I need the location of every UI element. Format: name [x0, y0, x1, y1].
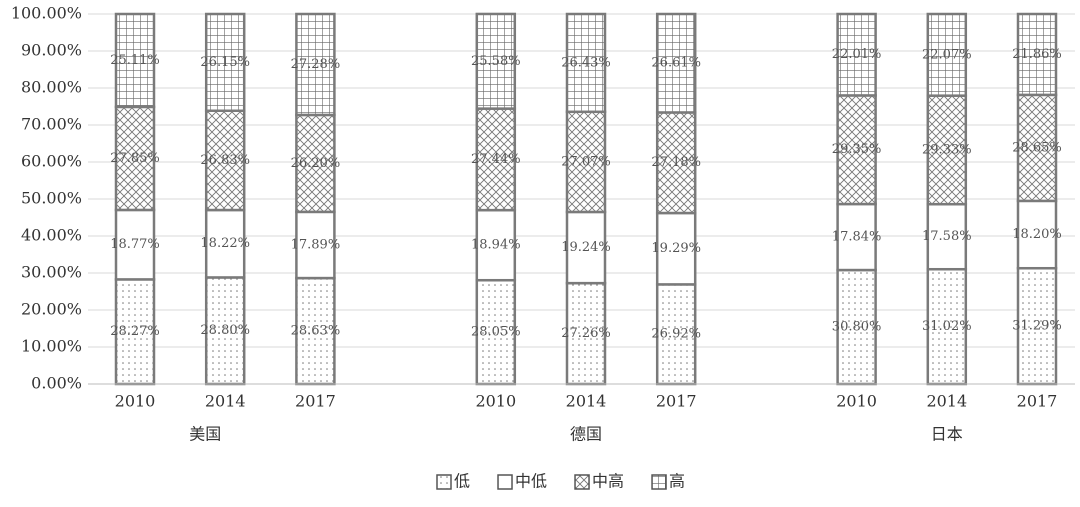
data-label: 17.89% — [291, 237, 341, 252]
data-label: 27.07% — [561, 154, 611, 169]
bar-segment — [926, 12, 968, 97]
bar-segment — [475, 278, 517, 386]
data-label: 18.20% — [1012, 227, 1062, 242]
y-tick-label: 0.00% — [31, 374, 82, 393]
data-label: 27.18% — [651, 155, 701, 170]
data-label: 28.27% — [110, 324, 160, 339]
data-label: 31.29% — [1012, 319, 1062, 334]
data-label: 18.94% — [471, 238, 521, 253]
y-tick-label: 100.00% — [11, 4, 82, 23]
data-label: 27.26% — [561, 326, 611, 341]
x-tick-label: 2010 — [115, 392, 156, 411]
y-tick-label: 90.00% — [21, 41, 82, 60]
bar-segment — [1016, 266, 1058, 386]
y-tick-label: 10.00% — [21, 337, 82, 356]
bar-segment — [295, 210, 336, 280]
legend-label: 中高 — [592, 472, 624, 491]
legend-swatch — [436, 474, 452, 490]
data-label: 26.43% — [561, 55, 611, 70]
y-tick-label: 70.00% — [21, 115, 82, 134]
x-tick-label: 2010 — [475, 392, 516, 411]
group-label: 德国 — [570, 425, 602, 444]
y-tick-label: 30.00% — [21, 263, 82, 282]
data-label: 30.80% — [832, 320, 882, 335]
data-label: 28.63% — [291, 324, 341, 339]
x-tick-label: 2014 — [926, 392, 967, 411]
x-tick-label: 2017 — [1017, 392, 1058, 411]
data-label: 26.15% — [200, 55, 250, 70]
bar-segment — [565, 110, 607, 214]
bar-segment — [655, 111, 697, 215]
y-tick-label: 80.00% — [21, 78, 82, 97]
data-label: 27.44% — [471, 152, 521, 167]
bar-segment — [295, 12, 336, 117]
bar-segment — [655, 211, 697, 286]
bar-segment — [565, 12, 607, 114]
legend-label: 中低 — [515, 472, 547, 491]
bar-segment — [1016, 12, 1058, 97]
data-label: 22.07% — [922, 47, 972, 62]
x-tick-label: 2017 — [295, 392, 336, 411]
bar-segment — [836, 12, 877, 97]
bar-segment — [926, 94, 968, 206]
data-label: 18.77% — [110, 237, 160, 252]
data-label: 22.01% — [832, 47, 882, 62]
bar-segment — [655, 12, 697, 114]
data-label: 27.85% — [110, 151, 160, 166]
bar-segment — [1016, 199, 1058, 270]
group-label: 日本 — [931, 425, 963, 444]
data-label: 26.61% — [651, 56, 701, 71]
data-label: 25.58% — [471, 54, 521, 69]
x-tick-label: 2010 — [836, 392, 877, 411]
data-label: 27.28% — [291, 57, 341, 72]
y-tick-label: 20.00% — [21, 300, 82, 319]
bar-segment — [926, 267, 968, 386]
group-label: 美国 — [189, 425, 221, 444]
legend-swatch — [497, 474, 513, 490]
legend-label: 高 — [669, 472, 685, 491]
data-label: 19.29% — [651, 241, 701, 256]
bar-segment — [836, 94, 877, 206]
bar-segment — [114, 12, 156, 109]
data-label: 29.35% — [832, 142, 882, 157]
data-label: 26.92% — [651, 327, 701, 342]
bar-segment — [114, 278, 156, 386]
y-tick-label: 60.00% — [21, 152, 82, 171]
legend-swatch — [651, 474, 667, 490]
bar-segment — [475, 12, 517, 110]
data-label: 25.11% — [110, 53, 160, 68]
x-tick-label: 2014 — [566, 392, 607, 411]
data-label: 18.22% — [200, 236, 250, 251]
data-label: 28.80% — [200, 323, 250, 338]
data-label: 31.02% — [922, 319, 972, 334]
data-label: 17.84% — [832, 230, 882, 245]
data-label: 28.65% — [1012, 140, 1062, 155]
data-label: 29.33% — [922, 142, 972, 157]
data-label: 28.05% — [471, 325, 521, 340]
data-label: 26.83% — [200, 153, 250, 168]
bar-segment — [114, 208, 156, 281]
data-label: 26.20% — [291, 156, 341, 171]
bar-segment — [114, 105, 156, 212]
x-tick-label: 2014 — [205, 392, 246, 411]
y-tick-label: 50.00% — [21, 189, 82, 208]
bar-segment — [204, 12, 246, 113]
bar-segment — [475, 107, 517, 212]
bar-segment — [565, 210, 607, 285]
legend-swatch — [574, 474, 590, 490]
y-tick-label: 40.00% — [21, 226, 82, 245]
data-label: 21.86% — [1012, 47, 1062, 62]
data-label: 17.58% — [922, 229, 972, 244]
legend-label: 低 — [454, 472, 470, 491]
x-tick-label: 2017 — [656, 392, 697, 411]
data-label: 19.24% — [561, 240, 611, 255]
bar-segment — [204, 276, 246, 386]
